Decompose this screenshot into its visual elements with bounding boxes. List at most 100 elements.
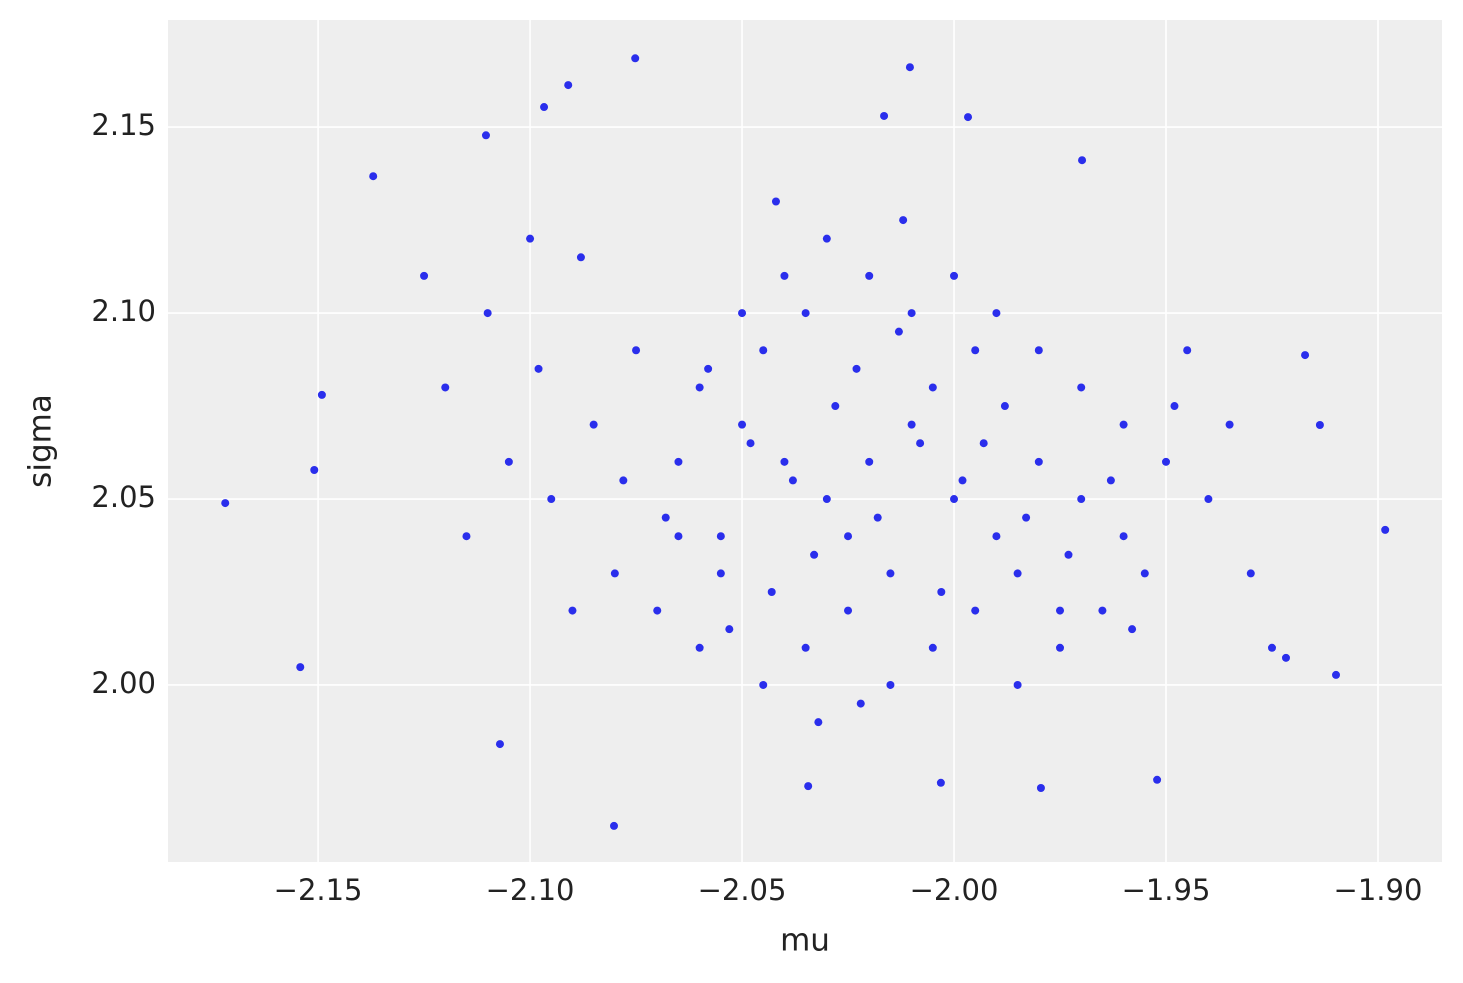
point [1119,532,1128,541]
point [1332,670,1341,679]
x-tick-label: −1.90 [1334,873,1423,907]
point [928,643,937,652]
point [804,782,813,791]
point [937,587,946,596]
x-tick-label: −1.95 [1122,873,1211,907]
point [1077,383,1086,392]
point [780,457,789,466]
point [1153,775,1162,784]
point [1183,346,1192,355]
point [899,216,908,225]
point [568,606,577,615]
point [822,234,831,243]
point [746,439,755,448]
point [971,346,980,355]
point [844,606,853,615]
point [950,495,959,504]
point [631,54,640,63]
y-tick-label: 2.10 [91,294,156,328]
point [1034,346,1043,355]
point [759,346,768,355]
point [1301,351,1310,360]
point [928,383,937,392]
x-tick-label: −2.15 [274,873,363,907]
plot-area [168,20,1442,862]
point [1034,457,1043,466]
point [814,718,823,727]
point [810,550,819,559]
point [221,499,230,508]
point [716,532,725,541]
point [1077,495,1086,504]
point [767,587,776,596]
point [1013,569,1022,578]
point [1170,402,1179,411]
point [971,606,980,615]
point [738,309,747,318]
point [610,569,619,578]
point [610,821,619,830]
point [504,457,513,466]
point [856,699,865,708]
point [495,740,504,749]
points [221,54,1390,830]
point [1056,643,1065,652]
point [759,680,768,689]
x-axis-label: mu [780,923,830,959]
point [695,383,704,392]
point [296,663,305,672]
y-axis-label: sigma [23,394,59,488]
point [317,390,326,399]
point [632,346,641,355]
point [1128,625,1137,634]
point [905,63,914,72]
point [907,309,916,318]
point [674,532,683,541]
point [1056,606,1065,615]
point [540,103,549,112]
point [1162,457,1171,466]
point [369,172,378,181]
point [992,532,1001,541]
x-tick-label: −2.10 [486,873,575,907]
point [950,271,959,280]
point [958,476,967,485]
point [441,383,450,392]
y-tick-label: 2.00 [91,666,156,700]
point [1098,606,1107,615]
point [481,131,490,140]
point [844,532,853,541]
point [1315,421,1324,430]
point [788,476,797,485]
point [526,234,535,243]
point [1013,680,1022,689]
point [1022,513,1031,522]
point [674,457,683,466]
point [716,569,725,578]
point [1246,569,1255,578]
point [873,513,882,522]
point [1064,550,1073,559]
point [589,420,598,429]
point [865,457,874,466]
point [822,495,831,504]
point [1106,476,1115,485]
x-tick-label: −2.00 [910,873,999,907]
point [1036,783,1045,792]
point [1204,495,1213,504]
point [661,513,670,522]
point [801,643,810,652]
point [1281,653,1290,662]
point [725,625,734,634]
point [801,309,810,318]
point [1225,420,1234,429]
point [420,271,429,280]
point [886,569,895,578]
point [936,778,945,787]
point [704,364,713,373]
point [771,197,780,206]
point [1140,569,1149,578]
point [1000,402,1009,411]
